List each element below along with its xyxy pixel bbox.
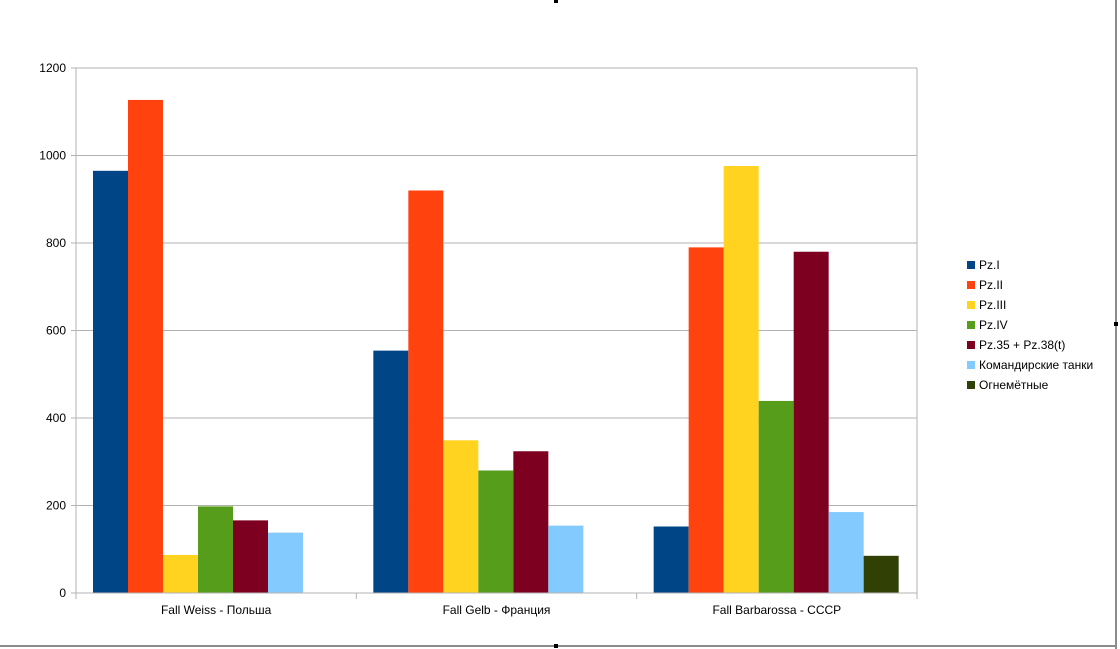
bar xyxy=(828,512,864,593)
y-tick-label: 200 xyxy=(46,499,66,513)
bar xyxy=(163,554,198,593)
legend-swatch xyxy=(967,381,975,389)
right-handle[interactable] xyxy=(1114,322,1118,326)
bar xyxy=(653,526,689,593)
bottom-border xyxy=(0,645,1117,647)
y-tick-label: 0 xyxy=(59,586,66,600)
legend: Pz.I Pz.II Pz.III Pz.IV Pz.35 + Pz.38(t) Кома… xyxy=(967,258,1093,392)
legend-label: Командирские танки xyxy=(979,358,1093,372)
bar xyxy=(723,166,759,593)
legend-label: Pz.III xyxy=(979,298,1006,312)
bar xyxy=(478,470,514,593)
bar xyxy=(408,190,444,593)
y-tick-label: 400 xyxy=(46,411,66,425)
x-tick-label: Fall Weiss - Польша xyxy=(161,603,272,617)
bar xyxy=(93,170,128,593)
x-tick-label: Fall Barbarossa - СССР xyxy=(712,603,841,617)
bar xyxy=(793,251,829,593)
bar xyxy=(688,247,724,593)
y-tick-label: 1000 xyxy=(39,149,66,163)
y-tick-label: 1200 xyxy=(39,61,66,75)
legend-label: Pz.IV xyxy=(979,318,1008,332)
top-handle[interactable] xyxy=(554,0,558,3)
bar xyxy=(198,506,233,593)
bars xyxy=(93,99,899,593)
legend-label: Pz.II xyxy=(979,278,1003,292)
legend-swatch xyxy=(967,341,975,349)
bar xyxy=(233,520,268,593)
bottom-handle[interactable] xyxy=(554,644,558,648)
legend-swatch xyxy=(967,301,975,309)
bar xyxy=(373,350,409,593)
legend-label: Pz.I xyxy=(979,258,1000,272)
axes: 0 200 400 600 800 1000 1200 Fall Weiss - Польша… xyxy=(39,61,918,617)
x-tick-label: Fall Gelb - Франция xyxy=(443,603,551,617)
y-tick-label: 800 xyxy=(46,236,66,250)
bar xyxy=(443,440,479,593)
legend-swatch xyxy=(967,361,975,369)
bar xyxy=(268,532,303,593)
y-tick-label: 600 xyxy=(46,324,66,338)
bar xyxy=(863,555,899,593)
legend-label: Pz.35 + Pz.38(t) xyxy=(979,338,1065,352)
legend-label: Огнемётные xyxy=(979,378,1049,392)
bar xyxy=(128,99,163,593)
legend-swatch xyxy=(967,261,975,269)
bar xyxy=(548,525,584,593)
bar xyxy=(758,400,794,593)
legend-swatch xyxy=(967,321,975,329)
bar xyxy=(513,451,549,593)
legend-swatch xyxy=(967,281,975,289)
bar-chart: 0 200 400 600 800 1000 1200 Fall Weiss - Польша… xyxy=(39,61,1093,617)
